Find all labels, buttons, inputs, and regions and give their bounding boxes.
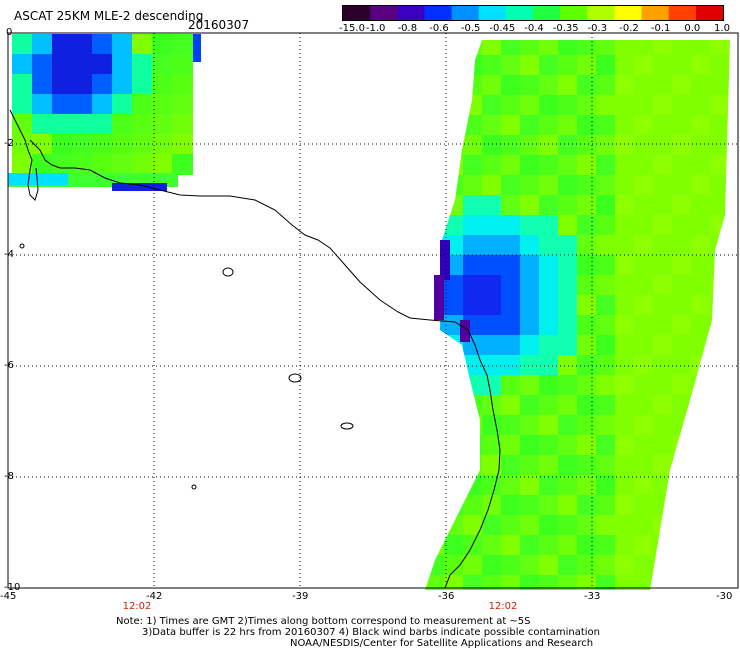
latitude-label: -6	[4, 360, 14, 371]
colorbar-swatch	[668, 6, 697, 20]
longitude-label: -30	[716, 591, 733, 602]
latitude-label: -4	[4, 249, 14, 260]
product-title: ASCAT 25KM MLE-2 descending	[14, 9, 204, 23]
colorbar-tick-label: 0.0	[684, 23, 701, 34]
coastline	[29, 139, 501, 589]
island-outline	[222, 267, 234, 277]
colorbar-tick-label: -0.4	[524, 23, 544, 34]
latitude-label: -2	[4, 138, 14, 149]
colorbar-swatch	[505, 6, 534, 20]
colorbar-tick-label: -15.0	[339, 23, 365, 34]
latitude-label: -8	[4, 471, 14, 482]
islands	[19, 243, 354, 490]
colorbar-tick-label: -0.35	[552, 23, 579, 34]
colorbar-swatch	[695, 6, 723, 20]
note-line-2: 3)Data buffer is 22 hrs from 20160307 4)…	[142, 627, 600, 638]
longitude-label: -39	[292, 591, 309, 602]
colorbar-tick-label: -0.1	[650, 23, 671, 34]
colorbar-swatch	[370, 6, 398, 20]
note-line-3: NOAA/NESDIS/Center for Satellite Applica…	[290, 638, 594, 649]
graticule	[7, 32, 739, 589]
colorbar-tick-label: -0.45	[489, 23, 516, 34]
pass-time-label: 12:02	[488, 601, 518, 612]
colorbar-tick-label: 1.0	[714, 23, 730, 34]
note-line-1: Note: 1) Times are GMT 2)Times along bot…	[116, 616, 531, 627]
colorbar-swatch	[424, 6, 453, 20]
island-outline	[340, 422, 354, 430]
longitude-label: -42	[146, 591, 163, 602]
colorbar-swatch	[641, 6, 670, 20]
map-frame	[7, 32, 739, 589]
colorbar-swatch	[397, 6, 426, 20]
colorbar-swatch	[478, 6, 507, 20]
island-outline	[191, 484, 197, 490]
colorbar-tick-label: -0.5	[460, 23, 481, 34]
colorbar-tick-label: -0.6	[429, 23, 449, 34]
colorbar	[342, 5, 724, 21]
colorbar-swatch	[560, 6, 588, 20]
latitude-label: -10	[4, 582, 21, 593]
colorbar-swatch	[343, 6, 371, 20]
colorbar-swatch	[587, 6, 616, 20]
colorbar-swatch	[451, 6, 480, 20]
colorbar-tick-label: -0.2	[619, 23, 639, 34]
colorbar-swatch	[614, 6, 643, 20]
wind-swath	[8, 34, 730, 590]
colorbar-tick-label: -0.8	[397, 23, 418, 34]
colorbar-tick-label: -0.3	[587, 23, 608, 34]
colorbar-swatch	[533, 6, 561, 20]
longitude-label: -33	[584, 591, 601, 602]
latitude-label: 0	[6, 27, 13, 38]
island-outline	[19, 243, 25, 249]
coastline-detail	[9, 109, 39, 201]
colorbar-tick-label: -1.0	[365, 23, 386, 34]
longitude-label: -36	[438, 591, 455, 602]
pass-time-label: 12:02	[122, 601, 152, 612]
product-date: 20160307	[188, 18, 250, 32]
longitude-label: -45	[0, 591, 17, 602]
island-outline	[288, 373, 302, 383]
